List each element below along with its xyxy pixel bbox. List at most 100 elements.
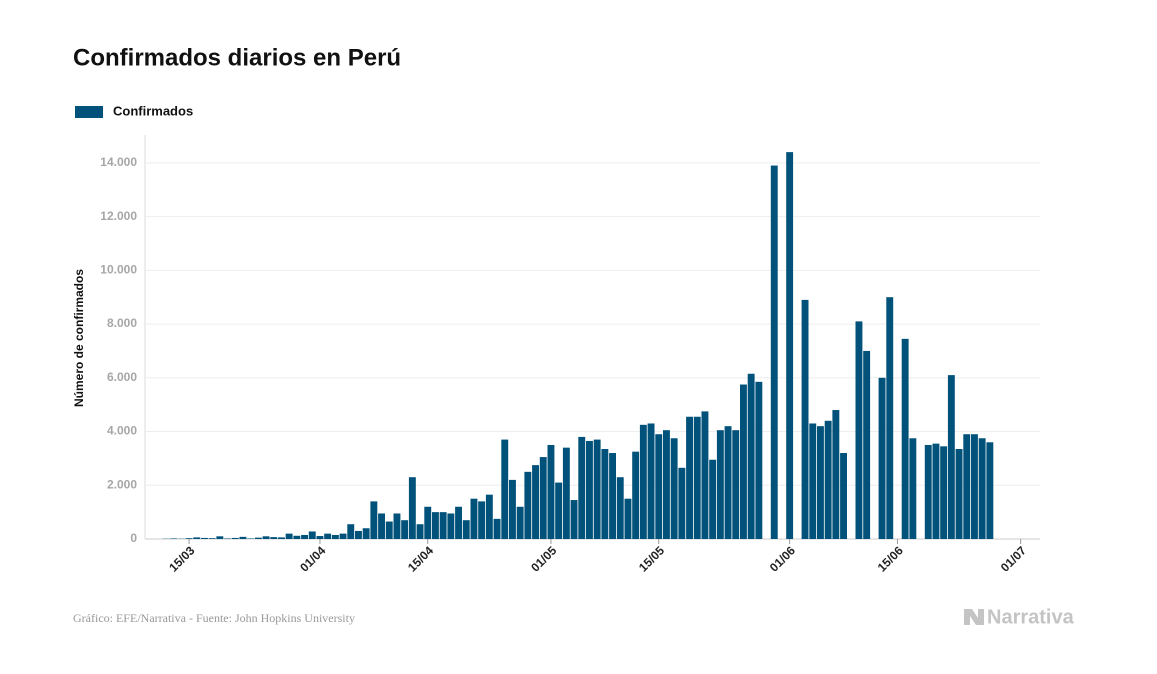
bar	[532, 465, 539, 539]
y-axis-label: Número de confirmados	[72, 269, 86, 407]
y-tick-label: 2.000	[107, 477, 137, 491]
bar	[940, 446, 948, 539]
y-tick-label: 14.000	[100, 155, 137, 169]
y-tick-label: 10.000	[100, 263, 137, 277]
bar	[670, 438, 678, 539]
bar	[201, 537, 208, 539]
bar	[370, 501, 378, 539]
bar	[478, 501, 486, 539]
bar	[278, 537, 285, 539]
bar	[539, 457, 547, 539]
bar	[185, 538, 193, 539]
bar	[632, 451, 640, 539]
bar	[524, 471, 532, 539]
bar	[462, 520, 470, 539]
bar	[570, 500, 578, 539]
bar	[901, 338, 909, 539]
y-tick-label: 12.000	[100, 209, 137, 223]
y-tick-label: 8.000	[107, 316, 137, 330]
bar	[886, 297, 894, 539]
bar	[224, 538, 231, 539]
bar	[855, 321, 863, 539]
bar	[755, 381, 763, 539]
bar	[270, 537, 278, 539]
bar	[378, 513, 385, 539]
bar	[193, 537, 201, 539]
bar	[401, 520, 409, 539]
bar	[285, 533, 293, 539]
bar	[609, 453, 616, 539]
x-tick-label: 15/06	[875, 543, 906, 574]
bar	[362, 528, 370, 539]
bar	[616, 477, 624, 539]
y-tick-label: 0	[130, 531, 137, 545]
bar	[832, 410, 840, 539]
bar	[393, 513, 401, 539]
bar	[439, 512, 447, 539]
bar	[601, 448, 609, 539]
legend-label: Confirmados	[113, 103, 193, 118]
brand-icon	[964, 609, 984, 625]
bar	[301, 534, 308, 539]
y-tick-label: 6.000	[107, 370, 137, 384]
bar	[770, 165, 778, 539]
bar	[509, 479, 516, 539]
bar	[547, 444, 555, 539]
bar	[824, 420, 832, 539]
x-tick-label: 15/05	[636, 543, 667, 574]
bar	[339, 533, 347, 539]
bar	[316, 536, 324, 539]
bar	[216, 536, 224, 539]
bar	[308, 531, 316, 539]
bar	[663, 430, 670, 539]
brand-name: Narrativa	[987, 606, 1075, 628]
bar	[455, 506, 462, 539]
x-tick-label: 01/07	[998, 543, 1029, 574]
bar	[586, 440, 593, 539]
bar	[555, 482, 563, 539]
bar	[740, 384, 747, 539]
bar	[254, 537, 262, 539]
bar	[686, 416, 693, 539]
legend-swatch	[75, 106, 103, 118]
bar	[231, 537, 239, 539]
bar	[971, 434, 978, 539]
bar	[701, 411, 709, 539]
bar	[955, 448, 963, 539]
bar	[932, 443, 940, 539]
bar	[408, 477, 416, 539]
bar	[262, 536, 270, 539]
bar	[208, 538, 216, 539]
bar	[624, 498, 632, 539]
bar	[693, 416, 701, 539]
x-tick-label: 15/03	[166, 543, 197, 574]
bar	[493, 518, 501, 539]
bar	[840, 453, 847, 539]
bar	[385, 521, 393, 539]
bar	[801, 299, 809, 539]
source-note: Gráfico: EFE/Narrativa - Fuente: John Ho…	[73, 611, 355, 625]
chart-title: Confirmados diarios en Perú	[73, 44, 401, 71]
bar	[732, 430, 740, 539]
x-tick-label: 15/04	[405, 543, 436, 574]
bar	[170, 538, 178, 539]
bar	[501, 439, 509, 539]
bar	[786, 152, 794, 539]
bar	[878, 377, 886, 539]
bar	[485, 494, 493, 539]
bar	[655, 434, 663, 539]
bar	[324, 533, 332, 539]
bar	[678, 467, 686, 539]
x-tick-label: 01/04	[297, 543, 328, 574]
bar	[447, 513, 455, 539]
bar	[909, 438, 917, 539]
bar	[863, 350, 871, 539]
x-tick-label: 01/06	[767, 543, 798, 574]
bar	[578, 436, 586, 539]
bar	[647, 423, 655, 539]
bar	[432, 512, 439, 539]
x-tick-label: 01/05	[528, 543, 559, 574]
bar	[347, 524, 355, 539]
bar	[593, 439, 601, 539]
